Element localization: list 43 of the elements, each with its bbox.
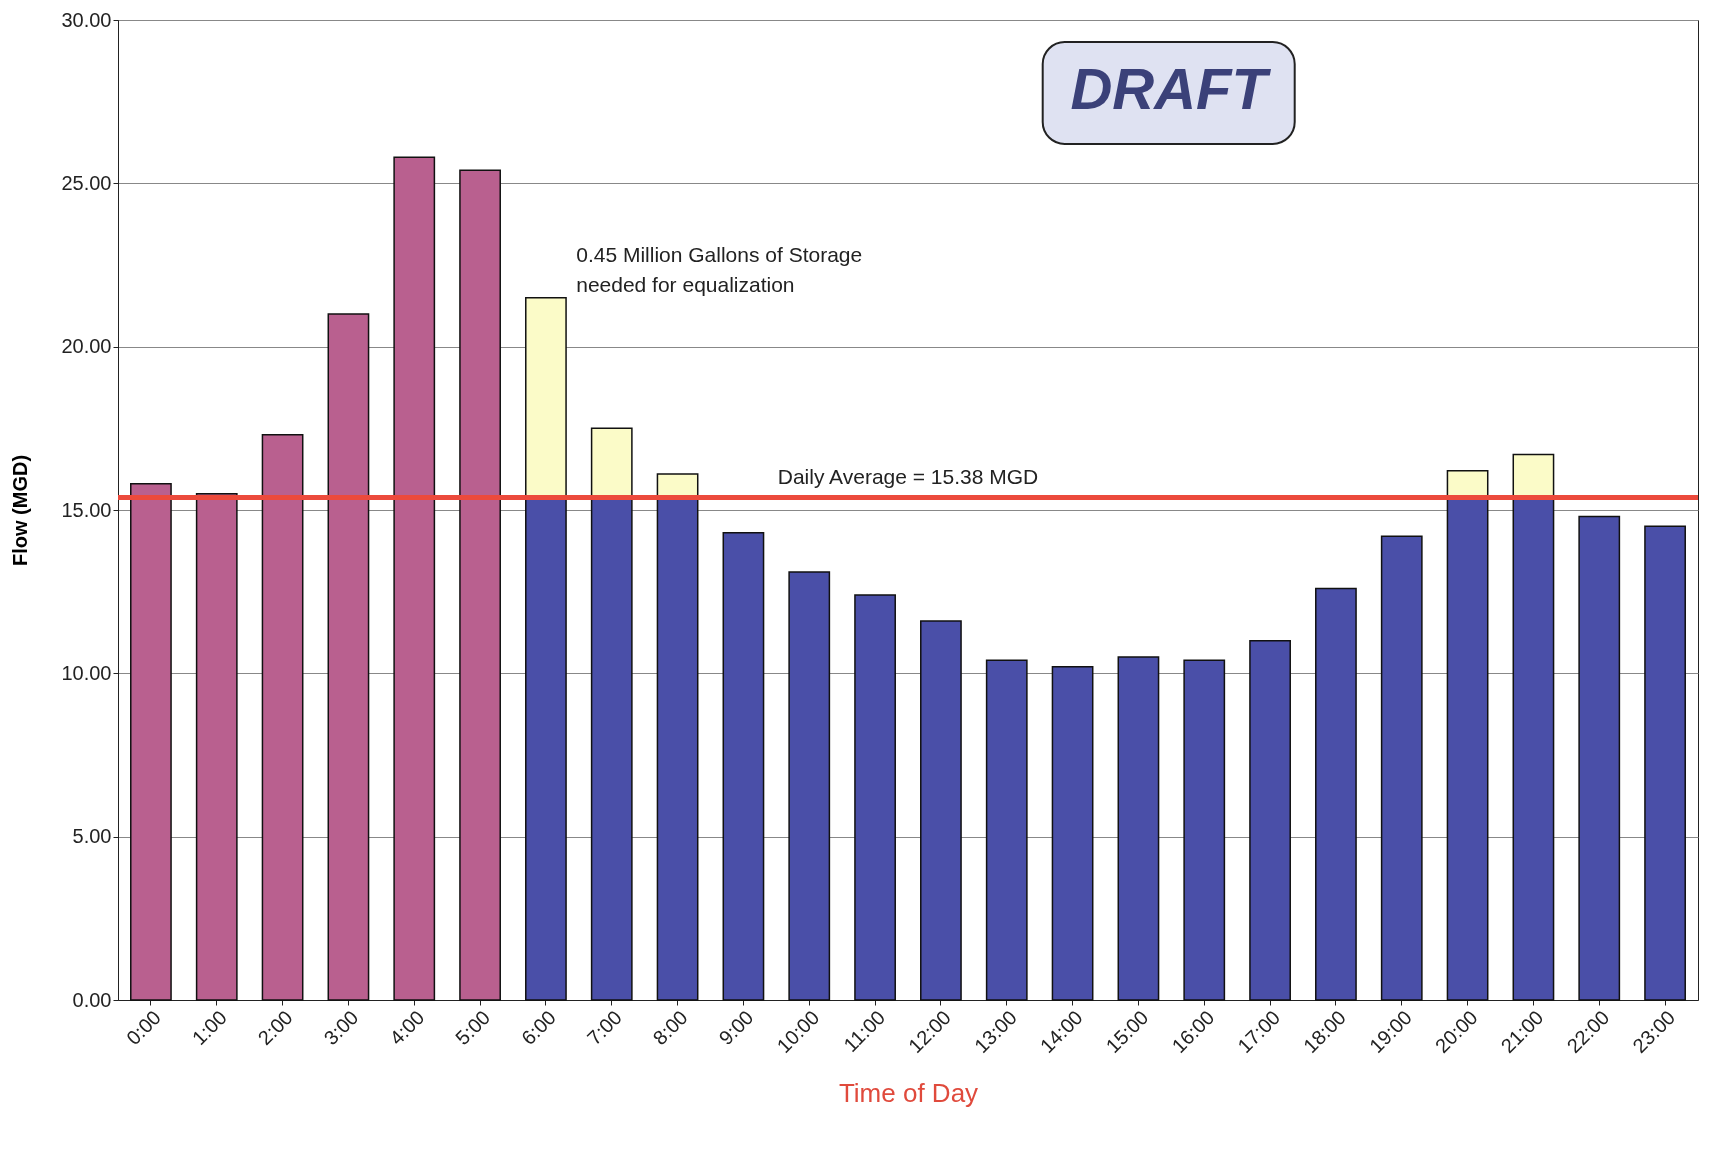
y-tick-label: 10.00 — [61, 661, 112, 684]
bar — [1512, 453, 1555, 498]
x-axis-title: Time of Day — [838, 1078, 979, 1109]
x-tick-label: 1:00 — [187, 1006, 231, 1050]
y-tick-label: 20.00 — [61, 335, 112, 358]
bar — [590, 427, 633, 498]
bar — [195, 492, 238, 1001]
y-tick-label: 5.00 — [72, 825, 112, 848]
bar — [261, 434, 304, 1001]
bar — [854, 594, 896, 1001]
bar — [788, 571, 831, 1001]
x-tick-label: 9:00 — [714, 1006, 758, 1050]
bar — [1117, 656, 1160, 1001]
y-tick-label: 30.00 — [61, 8, 112, 31]
bar — [327, 313, 370, 1001]
y-axis-title: Flow (MGD) — [9, 454, 32, 567]
bar — [393, 156, 436, 1001]
annotation: 0.45 Million Gallons of Storage needed for equalization — [576, 243, 863, 296]
bar — [1380, 535, 1423, 1001]
x-tick-label: 7:00 — [582, 1006, 626, 1050]
bar — [525, 296, 567, 498]
x-tick-label: 8:00 — [648, 1006, 692, 1050]
x-tick-label: 0:00 — [121, 1006, 166, 1050]
bar — [1644, 525, 1686, 1001]
bar — [130, 483, 172, 1001]
y-tick-label: 15.00 — [61, 498, 112, 521]
bar — [1249, 639, 1291, 1001]
x-tick-label: 4:00 — [385, 1006, 429, 1050]
bar — [459, 169, 501, 1001]
x-tick-label: 5:00 — [451, 1006, 495, 1050]
bar — [985, 659, 1028, 1001]
ref-line-label: Daily Average = 15.38 MGD — [777, 464, 1039, 488]
bar — [920, 620, 962, 1001]
bar — [722, 532, 765, 1001]
bar — [1578, 515, 1621, 1001]
bar — [1051, 666, 1094, 1001]
y-tick-label: 0.00 — [72, 988, 112, 1011]
bar — [1315, 587, 1357, 1001]
x-tick-label: 3:00 — [319, 1006, 363, 1050]
bar — [1183, 659, 1226, 1001]
x-tick-label: 6:00 — [516, 1006, 561, 1050]
y-tick-label: 25.00 — [61, 171, 112, 194]
annotation: DRAFT — [1070, 56, 1272, 121]
